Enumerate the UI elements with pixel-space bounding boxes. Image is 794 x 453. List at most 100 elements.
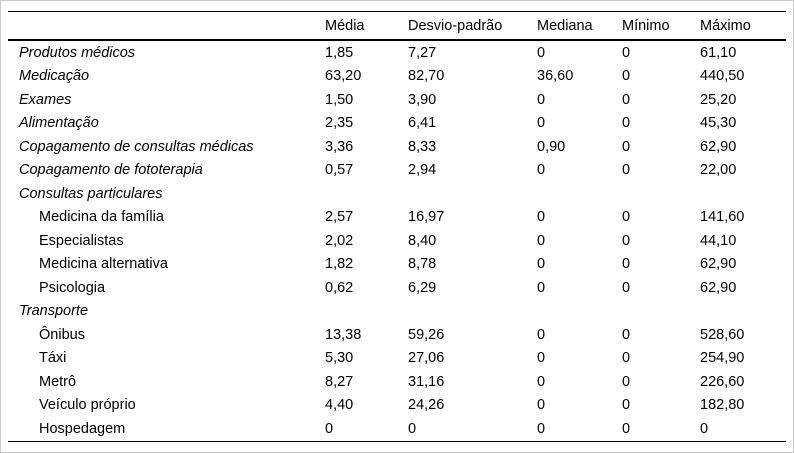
row-label: Medicina da família [39, 209, 164, 226]
cell-desvio-padrao: 27,06 [408, 350, 445, 367]
cell-mediana: 0 [537, 256, 546, 273]
cell-maximo: 25,20 [700, 91, 737, 108]
table-row: Especialistas 2,02 8,40 0 0 44,10 [8, 229, 786, 253]
header-row: Média Desvio-padrão Mediana Mínimo Máximo [8, 11, 786, 41]
row-label: Táxi [39, 350, 67, 367]
cell-minimo: 0 [622, 209, 631, 226]
cell-media: 2,35 [325, 115, 354, 132]
table-row: Consultas particulares [8, 182, 786, 206]
cell-mediana: 0 [537, 162, 546, 179]
table-row: Copagamento de fototerapia 0,57 2,94 0 0 22,0… [8, 159, 786, 183]
table-row: Transporte [8, 300, 786, 324]
cell-desvio-padrao: 8,40 [408, 232, 437, 249]
row-label: Alimentação [19, 115, 99, 132]
cell-minimo: 0 [622, 68, 631, 85]
table-row: Medicina alternativa 1,82 8,78 0 0 62,90 [8, 253, 786, 277]
table-row: Ônibus 13,38 59,26 0 0 528,60 [8, 323, 786, 347]
cell-desvio-padrao: 16,97 [408, 209, 445, 226]
cell-media: 1,82 [325, 256, 354, 273]
table-body: Produtos médicos 1,85 7,27 0 0 61,10 Medicação… [8, 40, 786, 441]
row-label: Psicologia [39, 279, 106, 296]
descriptive-statistics-table: Média Desvio-padrão Mediana Mínimo Máximo Pr… [8, 11, 786, 442]
cell-mediana: 0 [537, 91, 546, 108]
cell-maximo: 22,00 [700, 162, 737, 179]
cell-media: 5,30 [325, 350, 354, 367]
cell-media: 0 [325, 420, 334, 437]
cell-minimo: 0 [622, 162, 631, 179]
cell-mediana: 0 [537, 397, 546, 414]
row-label: Consultas particulares [19, 185, 163, 202]
cell-maximo [700, 300, 786, 324]
row-label: Metrô [39, 373, 77, 390]
cell-minimo: 0 [622, 232, 631, 249]
row-label: Exames [19, 91, 72, 108]
cell-maximo: 61,10 [700, 44, 737, 61]
cell-media: 1,50 [325, 91, 354, 108]
row-label: Veículo próprio [39, 397, 136, 414]
cell-media: 0,62 [325, 279, 354, 296]
cell-mediana: 0 [537, 115, 546, 132]
table-row: Metrô 8,27 31,16 0 0 226,60 [8, 370, 786, 394]
cell-maximo: 254,90 [700, 350, 745, 367]
column-header-desvio-padrao: Desvio-padrão [408, 17, 503, 34]
row-label: Transporte [19, 303, 89, 320]
cell-media: 8,27 [325, 373, 354, 390]
cell-maximo: 0 [700, 420, 709, 437]
row-label: Ônibus [39, 326, 85, 343]
cell-maximo: 226,60 [700, 373, 745, 390]
cell-mediana: 0 [537, 232, 546, 249]
row-label: Copagamento de consultas médicas [19, 138, 254, 155]
cell-media [325, 182, 408, 206]
cell-maximo: 440,50 [700, 68, 745, 85]
cell-mediana: 0 [537, 350, 546, 367]
cell-maximo: 141,60 [700, 209, 745, 226]
cell-mediana: 0 [537, 420, 546, 437]
cell-media: 0,57 [325, 162, 354, 179]
cell-desvio-padrao: 6,41 [408, 115, 437, 132]
cell-mediana [537, 300, 622, 324]
cell-mediana [537, 182, 622, 206]
cell-minimo: 0 [622, 115, 631, 132]
table-row: Psicologia 0,62 6,29 0 0 62,90 [8, 276, 786, 300]
cell-desvio-padrao [408, 300, 537, 324]
table-row: Medicina da família 2,57 16,97 0 0 141,60 [8, 206, 786, 230]
cell-desvio-padrao [408, 182, 537, 206]
cell-mediana: 0 [537, 44, 546, 61]
row-label: Medicação [19, 68, 90, 85]
cell-media: 3,36 [325, 138, 354, 155]
cell-desvio-padrao: 2,94 [408, 162, 437, 179]
cell-minimo: 0 [622, 256, 631, 273]
cell-minimo: 0 [622, 279, 631, 296]
table-row: Alimentação 2,35 6,41 0 0 45,30 [8, 112, 786, 136]
cell-desvio-padrao: 59,26 [408, 326, 445, 343]
row-label: Medicina alternativa [39, 256, 168, 273]
table-row: Táxi 5,30 27,06 0 0 254,90 [8, 347, 786, 371]
cell-desvio-padrao: 6,29 [408, 279, 437, 296]
cell-minimo: 0 [622, 91, 631, 108]
cell-desvio-padrao: 8,78 [408, 256, 437, 273]
cell-maximo: 62,90 [700, 279, 737, 296]
cell-maximo: 62,90 [700, 138, 737, 155]
row-label: Hospedagem [39, 420, 126, 437]
table-row: Exames 1,50 3,90 0 0 25,20 [8, 88, 786, 112]
cell-desvio-padrao: 0 [408, 420, 417, 437]
cell-mediana: 0 [537, 326, 546, 343]
row-label-column-header [8, 12, 325, 41]
cell-media: 2,57 [325, 209, 354, 226]
column-header-mediana: Mediana [537, 17, 593, 34]
column-header-media: Média [325, 17, 365, 34]
row-label: Copagamento de fototerapia [19, 162, 203, 179]
cell-maximo [700, 182, 786, 206]
cell-desvio-padrao: 8,33 [408, 138, 437, 155]
cell-media [325, 300, 408, 324]
cell-maximo: 182,80 [700, 397, 745, 414]
cell-media: 2,02 [325, 232, 354, 249]
table-row: Produtos médicos 1,85 7,27 0 0 61,10 [8, 40, 786, 65]
cell-minimo: 0 [622, 397, 631, 414]
cell-mediana: 0 [537, 279, 546, 296]
cell-minimo: 0 [622, 420, 631, 437]
cell-minimo: 0 [622, 138, 631, 155]
row-label: Especialistas [39, 232, 124, 249]
table-row: Hospedagem 0 0 0 0 0 [8, 417, 786, 441]
